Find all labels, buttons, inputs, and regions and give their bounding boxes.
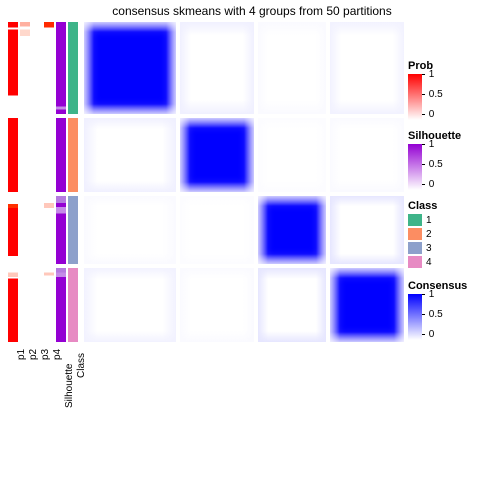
legend-class-items: 1234 <box>408 214 498 270</box>
legend-sil: Silhouette 10.50 <box>408 130 498 190</box>
heatmap-cell-0-1 <box>180 22 254 114</box>
heatmap-cell-3-0 <box>84 268 176 342</box>
annotation-p1-g4 <box>8 268 18 342</box>
xlabel-p1: p1 <box>16 349 27 360</box>
annotation-class-g4 <box>68 268 78 342</box>
heatmap-cell-0-2 <box>258 22 326 114</box>
xlabel-p4: p4 <box>52 349 63 360</box>
heatmap-cell-0-0 <box>84 22 176 114</box>
annotation-sil-g2 <box>56 118 66 192</box>
heatmap-cell-0-3 <box>330 22 404 114</box>
heatmap-cell-1-0 <box>84 118 176 192</box>
xlabel-sil: Silhouette <box>64 364 75 408</box>
legend-prob: Prob 10.50 <box>408 60 498 120</box>
annotation-sil-g1 <box>56 22 66 114</box>
legend-consensus-gradient <box>408 294 422 340</box>
legend-class-item-2: 2 <box>408 228 498 242</box>
annotation-p3-g1 <box>32 22 42 114</box>
legend-class-item-3: 3 <box>408 242 498 256</box>
annotation-p4-g2 <box>44 118 54 192</box>
heatmap-cell-1-3 <box>330 118 404 192</box>
swatch-icon <box>408 228 422 240</box>
legend-panel: Prob 10.50 Silhouette 10.50 Class 1234 C… <box>408 60 498 350</box>
legend-class: Class 1234 <box>408 200 498 270</box>
legend-prob-gradient <box>408 74 422 120</box>
annotation-p4-g1 <box>44 22 54 114</box>
heatmap-cell-1-1 <box>180 118 254 192</box>
annotation-p4-g4 <box>44 268 54 342</box>
xlabel-p2: p2 <box>28 349 39 360</box>
legend-sil-gradient <box>408 144 422 190</box>
heatmap-cell-2-1 <box>180 196 254 264</box>
legend-consensus-title: Consensus <box>408 280 498 292</box>
swatch-icon <box>408 214 422 226</box>
heatmap-cell-2-2 <box>258 196 326 264</box>
heatmap-cell-2-3 <box>330 196 404 264</box>
heatmap-cell-3-3 <box>330 268 404 342</box>
annotation-p4-g3 <box>44 196 54 264</box>
heatmap-cell-1-2 <box>258 118 326 192</box>
legend-class-item-4: 4 <box>408 256 498 270</box>
page-title: consensus skmeans with 4 groups from 50 … <box>0 4 504 18</box>
annotation-p2-g3 <box>20 196 30 264</box>
legend-sil-ticks: 10.50 <box>429 144 459 190</box>
legend-class-title: Class <box>408 200 498 212</box>
annotation-p1-g3 <box>8 196 18 264</box>
heatmap-cell-2-0 <box>84 196 176 264</box>
xlabel-class: Class <box>76 353 87 378</box>
annotation-p1-g2 <box>8 118 18 192</box>
annotation-p2-g2 <box>20 118 30 192</box>
swatch-icon <box>408 242 422 254</box>
legend-consensus-ticks: 10.50 <box>429 294 459 340</box>
annotation-sil-g4 <box>56 268 66 342</box>
legend-class-item-1: 1 <box>408 214 498 228</box>
annotation-p2-g4 <box>20 268 30 342</box>
heatmap-cell-3-1 <box>180 268 254 342</box>
xlabel-p3: p3 <box>40 349 51 360</box>
heatmap-cell-3-2 <box>258 268 326 342</box>
annotation-p3-g3 <box>32 196 42 264</box>
legend-prob-title: Prob <box>408 60 498 72</box>
annotation-class-g1 <box>68 22 78 114</box>
annotation-sil-g3 <box>56 196 66 264</box>
swatch-icon <box>408 256 422 268</box>
legend-sil-title: Silhouette <box>408 130 498 142</box>
annotation-p3-g2 <box>32 118 42 192</box>
annotation-class-g2 <box>68 118 78 192</box>
annotation-class-g3 <box>68 196 78 264</box>
legend-prob-ticks: 10.50 <box>429 74 459 120</box>
annotation-p2-g1 <box>20 22 30 114</box>
annotation-p1-g1 <box>8 22 18 114</box>
annotation-p3-g4 <box>32 268 42 342</box>
legend-consensus: Consensus 10.50 <box>408 280 498 340</box>
